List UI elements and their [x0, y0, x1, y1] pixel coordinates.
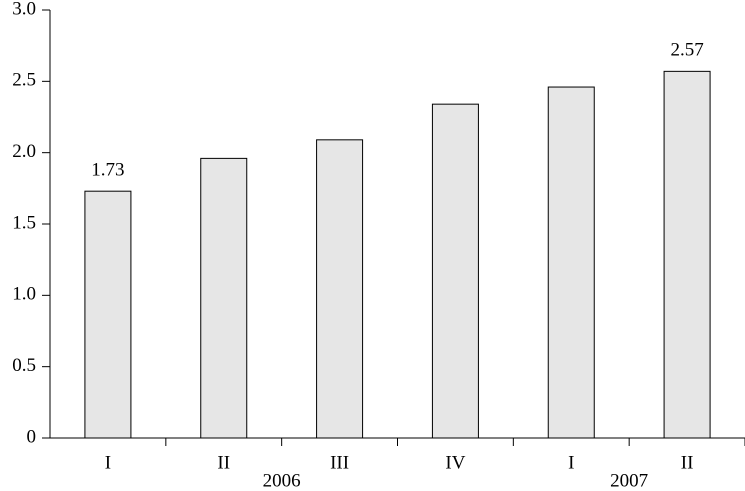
bar — [200, 157, 248, 439]
bar — [547, 86, 595, 439]
bar — [431, 103, 479, 439]
bar — [316, 139, 364, 439]
x-group-label: 2006 — [263, 470, 301, 491]
y-tick-label: 1.5 — [12, 212, 36, 233]
bar — [84, 190, 132, 439]
x-tick-label: III — [330, 452, 349, 473]
y-tick-label: 3.0 — [12, 0, 36, 19]
value-label: 2.57 — [670, 40, 703, 61]
y-tick-label: 0 — [27, 426, 37, 447]
x-tick-label: II — [681, 452, 694, 473]
y-tick-label: 2.0 — [12, 141, 36, 162]
y-tick-label: 1.0 — [12, 284, 36, 305]
x-tick-label: I — [568, 452, 574, 473]
x-tick-label: IV — [445, 452, 465, 473]
value-label: 1.73 — [91, 160, 124, 181]
bar — [663, 70, 711, 439]
y-tick-label: 2.5 — [12, 70, 36, 91]
x-tick-label: I — [105, 452, 111, 473]
y-tick-label: 0.5 — [12, 355, 36, 376]
x-tick-label: II — [217, 452, 230, 473]
x-group-label: 2007 — [610, 470, 648, 491]
